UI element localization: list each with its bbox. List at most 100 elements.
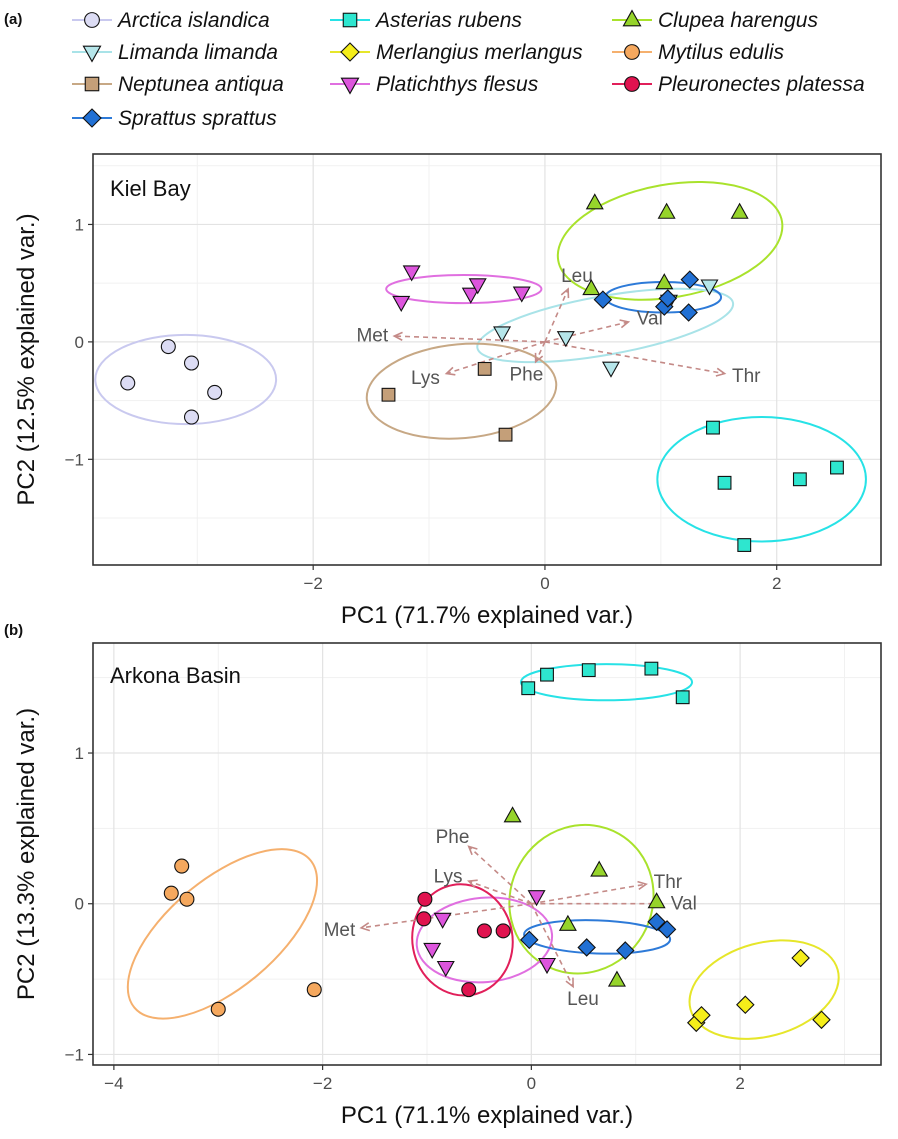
loading-label: Thr xyxy=(654,872,683,893)
data-point xyxy=(830,460,844,475)
data-point xyxy=(436,960,455,978)
ellipse-merlangius-merlangus xyxy=(688,939,840,1040)
data-point xyxy=(558,914,577,931)
y-tick-label: 1 xyxy=(75,744,84,763)
loading-label: Val xyxy=(637,309,663,330)
data-point xyxy=(210,1001,226,1017)
loading-arrowhead xyxy=(619,319,631,329)
data-point xyxy=(183,355,200,371)
data-point xyxy=(423,942,442,960)
x-tick-label: 0 xyxy=(540,574,549,593)
loading-lys: Lys xyxy=(411,341,546,389)
data-point xyxy=(692,1005,711,1025)
loading-arrow xyxy=(530,903,574,987)
legend-item-merlangius-merlangus: Merlangius merlangus xyxy=(330,41,583,64)
legend-key-tri-down-icon xyxy=(340,77,360,95)
loading-arrowhead xyxy=(534,352,544,364)
data-point xyxy=(655,273,674,290)
legend-item-sprattus-sprattus: Sprattus sprattus xyxy=(72,107,277,130)
x-tick-label: 0 xyxy=(527,1074,536,1093)
legend-label: Mytilus edulis xyxy=(658,41,785,64)
ellipse-asterias-rubens xyxy=(656,416,867,543)
loading-arrowhead xyxy=(359,922,371,932)
data-point xyxy=(791,948,810,968)
legend-label: Sprattus sprattus xyxy=(118,107,277,130)
loading-thr: Thr xyxy=(531,872,683,905)
loading-val: Val xyxy=(544,309,663,343)
data-point xyxy=(607,970,626,987)
loading-arrow xyxy=(534,341,546,363)
data-point xyxy=(538,957,557,975)
loading-leu: Leu xyxy=(530,903,599,1010)
data-point xyxy=(416,911,432,927)
plot-frame xyxy=(92,153,882,566)
x-tick-label: −2 xyxy=(313,1074,332,1093)
loading-label: Phe xyxy=(436,827,470,848)
loading-lys: Lys xyxy=(434,866,532,905)
x-tick-label: −2 xyxy=(303,574,322,593)
loading-arrowhead xyxy=(715,367,727,377)
loading-label: Leu xyxy=(561,266,593,287)
data-point xyxy=(644,661,659,676)
legend-key-square-icon xyxy=(84,76,100,92)
data-point xyxy=(519,930,539,950)
data-point xyxy=(495,923,511,939)
data-point xyxy=(468,278,487,295)
data-point xyxy=(737,538,752,552)
y-axis-title: PC2 (13.3% explained var.) xyxy=(13,708,40,1000)
ellipse-neptunea-antiqua xyxy=(365,342,558,440)
data-point xyxy=(512,286,531,303)
series-sprattus-sprattus xyxy=(519,912,677,960)
loading-met: Met xyxy=(356,325,545,346)
legend-key-circle-icon xyxy=(624,44,640,60)
ellipse-arctica-islandica xyxy=(94,333,278,426)
legend-item-asterias-rubens: Asterias rubens xyxy=(330,9,522,32)
series-asterias-rubens xyxy=(521,661,690,705)
x-axis-title: PC1 (71.1% explained var.) xyxy=(341,1102,633,1129)
data-point xyxy=(657,920,677,939)
data-point xyxy=(207,384,223,400)
data-point xyxy=(657,202,676,219)
data-point xyxy=(179,891,195,907)
kiel-bay-plot: Met Lys Phe Leu Val Thr Kiel Bay −2 0 2 −1 0 1 PC1 (7… xyxy=(13,153,882,629)
data-point xyxy=(582,278,601,296)
data-point xyxy=(812,1010,831,1030)
loading-label: Val xyxy=(671,894,697,915)
loading-phe: Phe xyxy=(436,827,532,905)
data-point xyxy=(183,409,200,425)
data-point xyxy=(402,265,421,282)
legend-key-diamond-icon xyxy=(82,108,102,128)
loading-label: Met xyxy=(324,920,356,941)
loading-label: Lys xyxy=(411,368,440,389)
loading-thr: Thr xyxy=(544,341,761,387)
legend-key-tri-down-icon xyxy=(82,45,102,63)
data-point xyxy=(461,982,477,998)
data-point xyxy=(736,995,755,1014)
data-point xyxy=(601,361,621,378)
y-tick-label: 0 xyxy=(75,333,84,352)
data-point xyxy=(675,690,690,705)
loading-label: Lys xyxy=(434,866,463,887)
loading-label: Met xyxy=(356,325,388,346)
loading-arrowhead xyxy=(444,366,456,376)
loading-arrowhead xyxy=(637,880,648,891)
series-neptunea-antiqua xyxy=(381,361,513,442)
data-point xyxy=(381,387,396,402)
series-clupea-harengus xyxy=(503,806,666,987)
legend-item-mytilus-edulis: Mytilus edulis xyxy=(612,41,785,64)
legend-key-square-icon xyxy=(342,12,358,28)
plot-background xyxy=(93,643,881,1065)
legend-label: Neptunea antiqua xyxy=(118,73,284,96)
data-point xyxy=(585,193,604,210)
series-platichthys-flesus xyxy=(392,265,531,313)
legend-key-circle-icon xyxy=(84,12,100,28)
ellipse-asterias-rubens xyxy=(519,663,694,702)
data-point xyxy=(540,667,554,682)
loading-arrowhead xyxy=(467,845,478,856)
data-point xyxy=(498,427,513,442)
loadings: Met Lys Phe Leu Val Thr xyxy=(356,266,761,389)
data-point xyxy=(658,289,678,308)
data-point xyxy=(581,663,596,678)
